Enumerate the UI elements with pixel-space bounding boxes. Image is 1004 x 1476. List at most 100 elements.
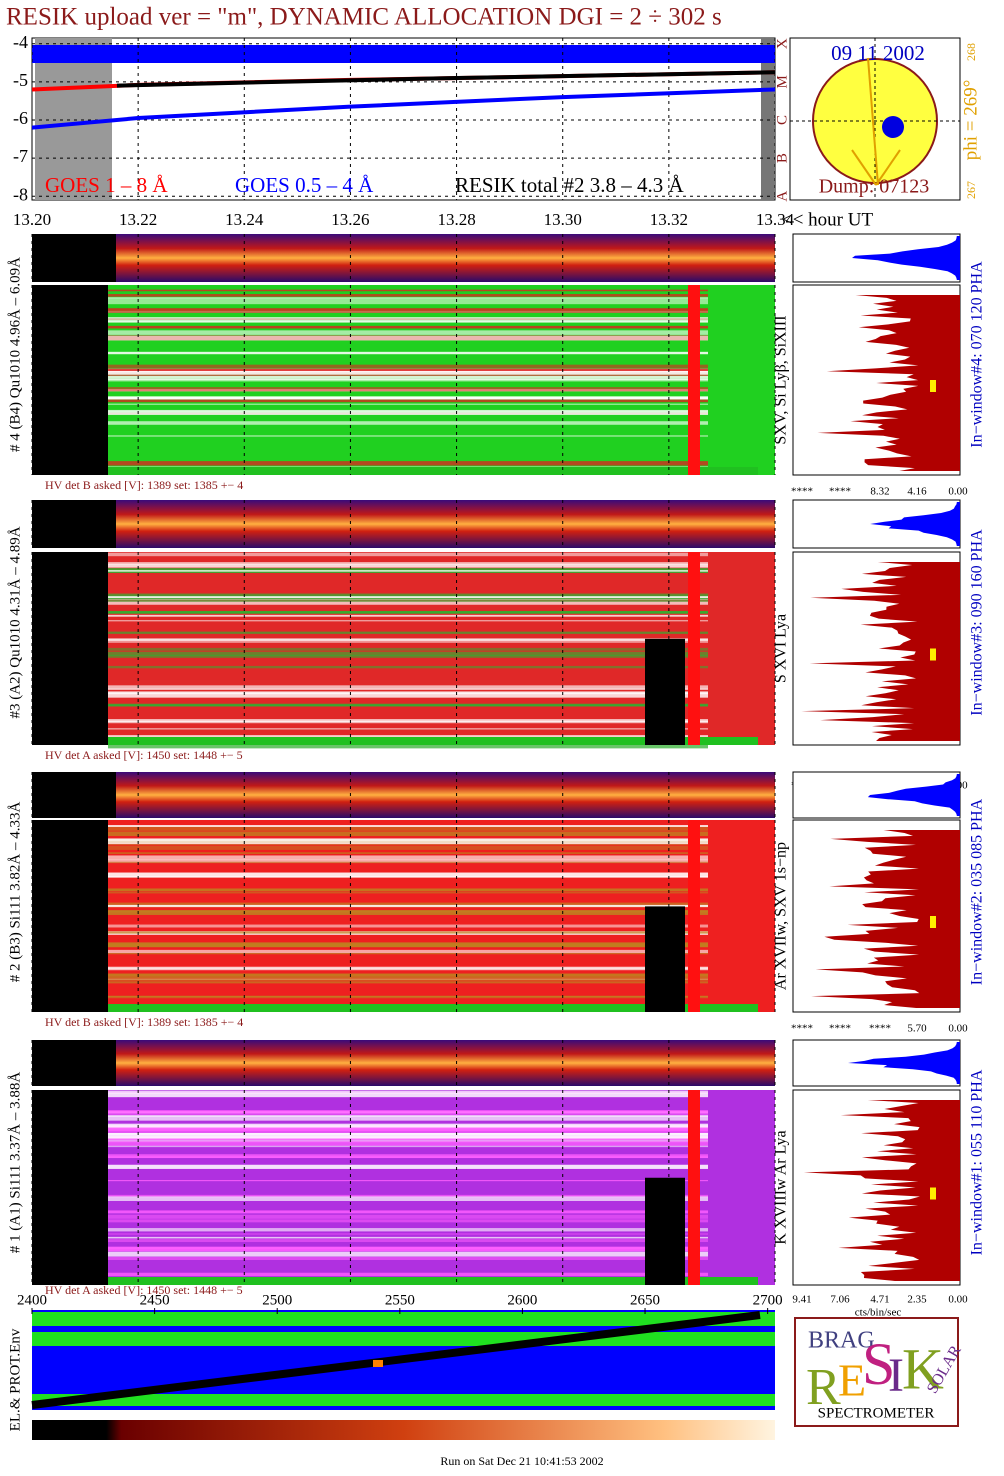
sun-panel: 09 11 2002 Dump: 07123 phi = 269° 268 26…: [789, 37, 981, 201]
spectrogram-band: [108, 1214, 708, 1219]
spectrogram-band: [108, 593, 708, 597]
lines-label: S XVI Lya: [773, 614, 790, 683]
x-tick-label: 2450: [140, 1292, 170, 1308]
spectrogram-band: [108, 1246, 708, 1250]
logo-top: BRAG: [808, 1328, 875, 1354]
pha-histogram: [848, 1042, 960, 1084]
y-tick-label: -6: [13, 108, 28, 128]
logo-letter: I: [888, 1349, 904, 1402]
spectrogram-band: [108, 615, 708, 617]
spectrogram-band: [108, 719, 708, 724]
spectrogram-band: [108, 601, 708, 605]
spectrogram-band: [108, 1256, 708, 1260]
hist-tick-label: ****: [829, 486, 851, 498]
hist-tick-label: 8.32: [870, 486, 889, 498]
logo-letter: E: [838, 1355, 866, 1406]
sun-pointer: [851, 149, 877, 186]
spectrogram-band: [108, 1180, 708, 1182]
hv-label: HV det A asked [V]: 1450 set: 1448 +− 5: [45, 1283, 243, 1297]
spectrogram-band: [108, 598, 708, 600]
series-line: [31, 87, 776, 130]
detector-label: # 4 (B4) Qu1010 4.96Å – 6.09Å: [7, 257, 23, 452]
spectrogram-band: [108, 335, 708, 341]
spectrogram-band: [108, 1196, 708, 1201]
window-marker: [930, 380, 936, 392]
spectrogram-band: [108, 1194, 708, 1198]
spectrogram-band: [108, 891, 708, 894]
lines-label: SXV, Si Lyβ, SiXIII: [773, 315, 790, 444]
hist-tick-label: 9.41: [792, 1294, 811, 1306]
spectrogram-band: [108, 843, 708, 845]
title: RESIK upload ver = "m", DYNAMIC ALLOCATI…: [6, 4, 722, 31]
spectrogram-band: [108, 872, 708, 878]
hv-label: HV det B asked [V]: 1389 set: 1385 +− 4: [45, 478, 243, 492]
spectrogram-band: [108, 403, 708, 405]
spectrogram-band: [108, 399, 708, 403]
spectrogram-band: [108, 299, 708, 305]
y-tick-label: -8: [13, 184, 28, 204]
spectrogram-band: [108, 910, 708, 913]
edge-band: [108, 1004, 758, 1012]
edge-band: [688, 552, 700, 745]
pha-label: In−window#4: 070 120 PHA: [969, 261, 986, 448]
spectrogram-band: [108, 620, 708, 622]
spectrogram-band: [108, 562, 708, 566]
data-gap: [32, 772, 116, 818]
spectrogram-band: [108, 1236, 708, 1239]
hist-tick-label: 4.16: [907, 486, 927, 498]
spectrogram-band: [108, 631, 708, 634]
pointing: [882, 116, 904, 138]
spectrogram-band: [108, 845, 708, 850]
x-tick-label: 13.32: [650, 210, 688, 229]
spectrogram-band: [108, 743, 708, 749]
lines-label: K XVIIIw Ar Lya: [773, 1130, 790, 1244]
spectrum-histogram: [817, 295, 960, 471]
pha-label: In−window#2: 035 085 PHA: [969, 798, 986, 985]
x-axis-label: << hour UT: [782, 209, 873, 230]
spectrogram-band: [108, 904, 708, 907]
hv-label: HV det B asked [V]: 1389 set: 1385 +− 4: [45, 1015, 243, 1029]
spectrogram-band: [108, 852, 708, 854]
spectrogram-band: [108, 610, 708, 614]
spectrogram-band: [108, 1210, 708, 1214]
legend-entry: GOES 0.5 – 4 Å: [235, 173, 374, 197]
spectrogram-band: [108, 317, 708, 323]
spectrogram-band: [108, 396, 708, 400]
data-gap: [761, 38, 775, 200]
spectrum-histogram: [811, 830, 960, 1008]
data-gap: [35, 38, 112, 200]
spectrogram-band: [108, 943, 708, 948]
spectrogram-band: [108, 325, 708, 329]
spectrogram-band: [108, 647, 708, 651]
spectrogram-band: [108, 861, 708, 864]
hist-tick-label: ****: [829, 1023, 851, 1035]
spectrogram-band: [108, 564, 708, 568]
dump-label: Dump: 07123: [819, 176, 930, 198]
spectrogram-band: [108, 297, 708, 300]
spectrogram-band: [108, 1116, 708, 1121]
spectrogram-band: [108, 902, 708, 908]
phi-label: phi = 269°: [960, 80, 981, 161]
x-tick-label: 13.24: [225, 210, 264, 229]
spectrogram-band: [108, 375, 708, 379]
spectrogram-band: [108, 694, 708, 698]
spectrogram-band: [108, 949, 708, 954]
data-gap: [32, 285, 108, 475]
flare-class: X: [774, 38, 790, 49]
spectrogram-band: [108, 825, 708, 827]
hist-tick-label: 5.70: [907, 1023, 927, 1035]
spectrogram-band: [108, 1110, 708, 1114]
y-tick-label: -5: [13, 70, 28, 90]
logo: BRAG R E S I K SOLAR SPECTROMETER: [794, 1317, 965, 1427]
edge-band: [688, 285, 700, 475]
env-band: [32, 1312, 775, 1326]
hist-tick-label: 7.06: [830, 1294, 850, 1306]
spectrum-strip: [32, 1040, 775, 1086]
data-gap: [32, 234, 116, 282]
data-gap: [645, 638, 685, 745]
spectrogram-band: [108, 317, 708, 319]
spectrogram-band: [108, 665, 708, 669]
sun-pointer: [875, 149, 901, 186]
hist-tick-label: ****: [869, 1023, 891, 1035]
spectrogram-band: [108, 826, 708, 831]
